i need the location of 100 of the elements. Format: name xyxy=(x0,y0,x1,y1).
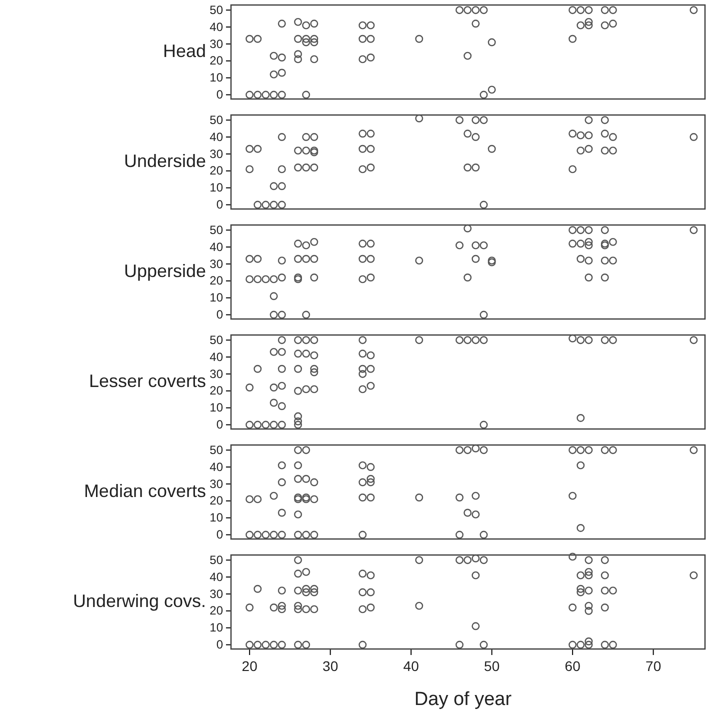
point xyxy=(270,90,278,99)
point xyxy=(254,364,262,373)
point xyxy=(576,336,585,344)
point xyxy=(608,6,617,14)
point xyxy=(254,495,262,504)
point xyxy=(576,524,585,532)
point xyxy=(584,116,593,124)
point xyxy=(302,310,310,319)
y-axis-title: Underside xyxy=(124,150,206,171)
point xyxy=(576,461,585,470)
point xyxy=(302,21,310,30)
point xyxy=(294,530,302,539)
point xyxy=(294,55,302,64)
point xyxy=(472,444,480,452)
point xyxy=(254,90,262,99)
y-axis-title: Underwing covs. xyxy=(72,590,206,611)
point xyxy=(358,385,367,394)
y-tick-label: 0 xyxy=(216,88,224,102)
x-tick-label: 30 xyxy=(322,658,338,674)
point xyxy=(278,165,286,174)
point xyxy=(600,274,609,282)
point xyxy=(608,133,617,141)
point xyxy=(262,530,270,539)
y-tick-label: 20 xyxy=(210,164,224,178)
x-tick-label: 60 xyxy=(564,658,581,674)
point xyxy=(480,336,488,344)
point xyxy=(246,384,254,392)
point xyxy=(358,240,367,248)
point xyxy=(302,385,310,394)
point xyxy=(294,275,302,284)
point xyxy=(600,6,609,14)
point xyxy=(310,254,318,263)
y-tick-label: 0 xyxy=(216,528,224,542)
point xyxy=(690,226,698,234)
point xyxy=(294,146,302,155)
point xyxy=(246,254,254,263)
point xyxy=(310,20,318,28)
point xyxy=(270,52,278,60)
point xyxy=(366,240,375,248)
point xyxy=(464,336,472,344)
point xyxy=(472,6,480,14)
point xyxy=(608,446,617,454)
point xyxy=(262,275,270,284)
point xyxy=(294,164,302,172)
point xyxy=(488,38,496,46)
point xyxy=(690,336,698,344)
point xyxy=(366,382,375,390)
point xyxy=(358,21,367,30)
point xyxy=(480,241,488,250)
point xyxy=(278,530,286,539)
point xyxy=(358,364,367,373)
point xyxy=(608,256,617,265)
point xyxy=(464,274,472,282)
point xyxy=(294,274,302,282)
point xyxy=(310,385,318,394)
point xyxy=(254,530,262,539)
point xyxy=(278,478,286,486)
y-tick-label: 50 xyxy=(210,442,224,457)
point xyxy=(608,336,617,344)
point xyxy=(576,21,585,30)
point xyxy=(302,146,310,155)
y-tick-label: 20 xyxy=(210,604,224,618)
point xyxy=(568,226,577,234)
point xyxy=(294,412,302,420)
y-tick-label: 10 xyxy=(210,290,224,305)
y-tick-label: 0 xyxy=(216,638,224,652)
point xyxy=(366,364,375,373)
point xyxy=(310,495,318,504)
point xyxy=(568,492,577,500)
point xyxy=(584,256,593,265)
point xyxy=(302,254,310,263)
point xyxy=(584,144,593,153)
point xyxy=(302,133,310,141)
point xyxy=(600,21,609,30)
point xyxy=(480,310,488,319)
point xyxy=(415,114,424,122)
point xyxy=(254,144,262,153)
y-tick-label: 20 xyxy=(210,494,224,508)
point xyxy=(302,241,310,250)
point xyxy=(310,530,318,539)
x-tick-label: 20 xyxy=(242,658,258,674)
point xyxy=(310,368,318,376)
point xyxy=(576,131,585,140)
point xyxy=(456,530,464,539)
y-tick-label: 40 xyxy=(210,130,224,144)
point xyxy=(310,38,318,46)
y-tick-label: 40 xyxy=(210,240,224,254)
point xyxy=(294,461,302,470)
y-tick-label: 50 xyxy=(210,2,224,17)
point xyxy=(358,370,367,378)
point xyxy=(294,254,302,263)
point xyxy=(278,420,286,429)
point xyxy=(278,382,286,390)
point xyxy=(358,275,367,284)
y-tick-label: 30 xyxy=(210,476,224,491)
point xyxy=(254,254,262,263)
y-tick-label: 10 xyxy=(210,400,224,415)
point xyxy=(294,240,302,248)
point xyxy=(262,90,270,99)
point xyxy=(270,200,278,209)
